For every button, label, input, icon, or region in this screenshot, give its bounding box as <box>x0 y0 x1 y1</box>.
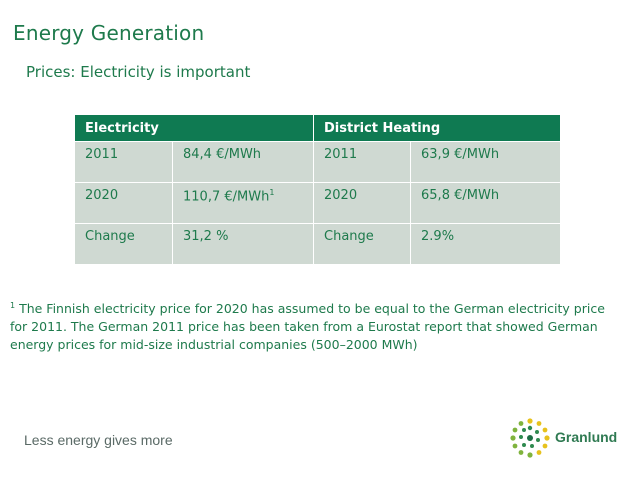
footer-tagline: Less energy gives more <box>24 432 173 448</box>
price-table: Electricity District Heating 2011 84,4 €… <box>73 114 562 265</box>
header-district-heating: District Heating <box>313 114 562 142</box>
footnote: 1 The Finnish electricity price for 2020… <box>10 297 610 354</box>
table-cell: Change <box>74 223 173 265</box>
table-cell: 65,8 €/MWh <box>410 182 562 224</box>
table-row: 2020 110,7 €/MWh1 2020 65,8 €/MWh <box>74 182 562 224</box>
table-cell: 31,2 % <box>171 223 315 265</box>
table-cell: 2011 <box>74 141 173 183</box>
table-cell: 110,7 €/MWh1 <box>171 182 315 224</box>
cell-value: 110,7 €/MWh <box>183 189 270 205</box>
slide-title: Energy Generation <box>13 21 205 45</box>
slide-subtitle: Prices: Electricity is important <box>26 63 251 81</box>
table-cell: 2011 <box>313 141 412 183</box>
footnote-text: The Finnish electricity price for 2020 h… <box>10 301 605 352</box>
table-cell: 63,9 €/MWh <box>410 141 562 183</box>
brand-name: Granlund <box>555 429 618 445</box>
table-header-row: Electricity District Heating <box>73 114 562 142</box>
table-cell: 84,4 €/MWh <box>171 141 315 183</box>
footnote-ref: 1 <box>269 188 275 197</box>
table-cell: 2020 <box>74 182 173 224</box>
footnote-marker: 1 <box>10 301 16 310</box>
header-electricity: Electricity <box>73 114 315 142</box>
table-cell: 2.9% <box>410 223 562 265</box>
table-cell: Change <box>313 223 412 265</box>
granlund-sun-icon <box>510 418 550 458</box>
table-row: 2011 84,4 €/MWh 2011 63,9 €/MWh <box>74 141 562 183</box>
granlund-logo: Granlund <box>510 418 630 458</box>
table-cell: 2020 <box>313 182 412 224</box>
table-row: Change 31,2 % Change 2.9% <box>74 223 562 265</box>
